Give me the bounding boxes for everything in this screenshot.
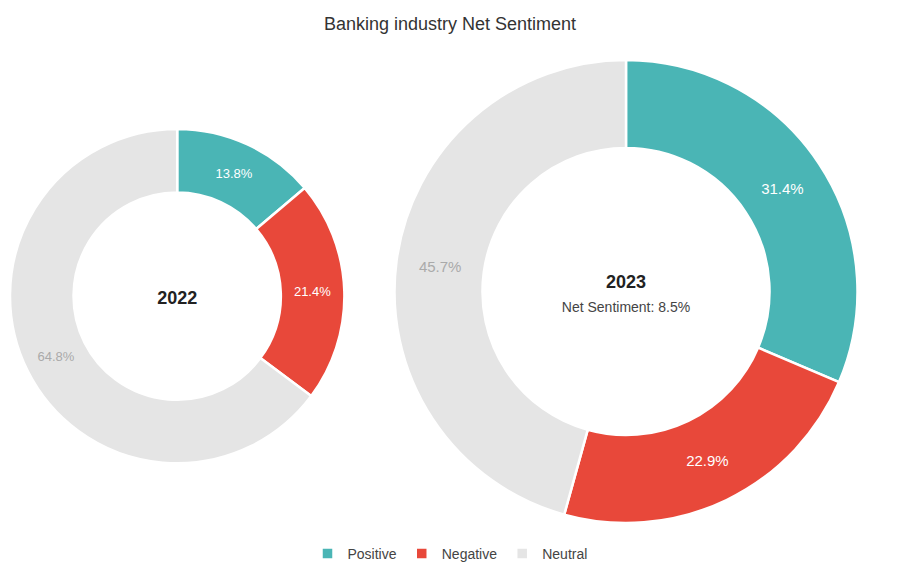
svg-text:45.7%: 45.7% bbox=[419, 258, 462, 275]
svg-text:22.9%: 22.9% bbox=[686, 452, 729, 469]
svg-text:31.4%: 31.4% bbox=[761, 180, 804, 197]
svg-text:Positive: Positive bbox=[348, 546, 397, 562]
svg-text:Negative: Negative bbox=[442, 546, 497, 562]
svg-text:13.8%: 13.8% bbox=[215, 166, 252, 181]
svg-text:2023Net Sentiment: 8.5%: 2023Net Sentiment: 8.5% bbox=[562, 272, 690, 314]
svg-text:Neutral: Neutral bbox=[542, 546, 587, 562]
svg-text:2022: 2022 bbox=[157, 288, 197, 308]
svg-text:21.4%: 21.4% bbox=[294, 284, 331, 299]
svg-text:Banking industry Net Sentiment: Banking industry Net Sentiment bbox=[324, 14, 576, 34]
svg-text:64.8%: 64.8% bbox=[37, 349, 74, 364]
